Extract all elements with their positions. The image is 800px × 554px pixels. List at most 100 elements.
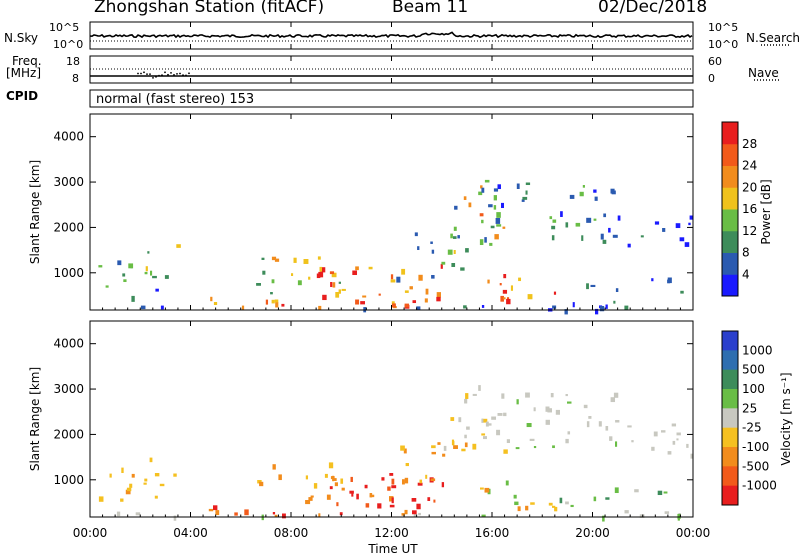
velocity-cell [609,436,613,441]
power-cell [335,292,340,298]
power-cell [680,290,684,294]
power-cell [338,281,341,284]
velocity-colorbar-tick-label: 1000 [742,343,773,357]
velocity-cell [313,483,318,489]
power-cell [484,237,487,243]
power-y-axis: 1000 2000 3000 4000 [53,130,693,280]
power-cell [502,226,506,229]
power-colorbar-tick-label: 20 [742,180,757,194]
power-cell [595,308,599,315]
velocity-cell [377,503,382,509]
velocity-cell [364,484,368,489]
velocity-cell [328,462,334,469]
velocity-cell [391,478,395,485]
power-cell [493,195,497,201]
velocity-colorbar-swatch [722,389,738,409]
power-cell [481,305,485,308]
freq-point [149,73,151,75]
freq-point [137,72,139,75]
velocity-cell [402,479,405,485]
x-axis-label: Time UT [367,542,418,554]
power-cell [615,288,619,293]
velocity-cell [120,498,124,502]
power-cell [297,280,302,286]
power-cell [549,216,553,220]
velocity-cell [437,442,441,445]
freq-point [170,72,172,74]
velocity-cell [308,497,313,501]
velocity-cell [525,505,529,511]
velocity-cell [404,477,409,484]
velocity-cell [634,489,639,493]
velocity-cell [533,446,537,449]
power-cell [424,298,428,303]
velocity-cell [387,486,391,491]
power-cell [651,278,654,282]
power-cell [667,277,672,284]
velocity-cell [389,473,394,476]
velocity-cell [653,431,658,437]
power-cell [525,182,531,186]
power-cell [612,234,618,238]
power-cell [256,283,261,286]
power-cell [360,301,366,305]
power-cell [572,302,575,308]
velocity-cell [672,440,676,445]
velocity-cell [491,416,497,420]
velocity-cell [121,467,124,474]
power-cell [341,288,346,291]
velocity-cell [484,487,490,493]
velocity-cell [567,401,572,404]
velocity-cell [349,490,354,494]
velocity-cell [676,432,681,436]
velocity-cell [671,423,677,427]
power-cell [450,233,453,239]
power-ytick-label: 2000 [53,220,84,234]
power-panel: 1000 2000 3000 4000 Slant Range [km] [28,113,694,315]
freq-tick-top: 18 [66,55,80,68]
velocity-cell [481,433,486,436]
velocity-colorbar-swatch [722,466,738,487]
power-cell [404,290,409,293]
power-cell [390,274,394,280]
velocity-cell [350,476,353,482]
power-cell [552,219,557,223]
velocity-cell [690,453,694,459]
power-cell [418,274,423,281]
power-cell [271,299,275,304]
velocity-cell [559,497,563,504]
power-cell [117,260,122,266]
velocity-cell [412,510,417,515]
power-cell [610,188,615,194]
velocity-cell [278,474,282,481]
power-cell [355,299,360,305]
freq-point [143,71,145,74]
x-tick-label: 16:00 [475,526,510,540]
velocity-cell [515,447,520,450]
freq-point [176,73,178,75]
power-cell [454,205,458,210]
power-cell [480,185,483,189]
power-cell [281,303,285,307]
velocity-cell [391,497,394,504]
velocity-cell [442,453,446,457]
power-cell [490,225,495,229]
velocity-cell [483,436,487,440]
power-cell [160,305,164,310]
velocity-cell [550,393,554,398]
velocity-cell [482,418,488,423]
power-cell [150,270,153,276]
power-cell [431,249,435,254]
power-cell [318,305,322,310]
velocity-cell [624,510,629,514]
power-cell [575,222,581,227]
velocity-cell [413,511,416,518]
freq-point [188,72,190,75]
power-colorbar-tick-label: 12 [742,224,757,238]
power-cell [579,191,584,197]
velocity-cell [677,513,681,519]
velocity-cell [586,421,590,428]
power-cell [417,246,420,251]
power-cell [560,211,563,217]
velocity-colorbar-frame [721,330,739,506]
